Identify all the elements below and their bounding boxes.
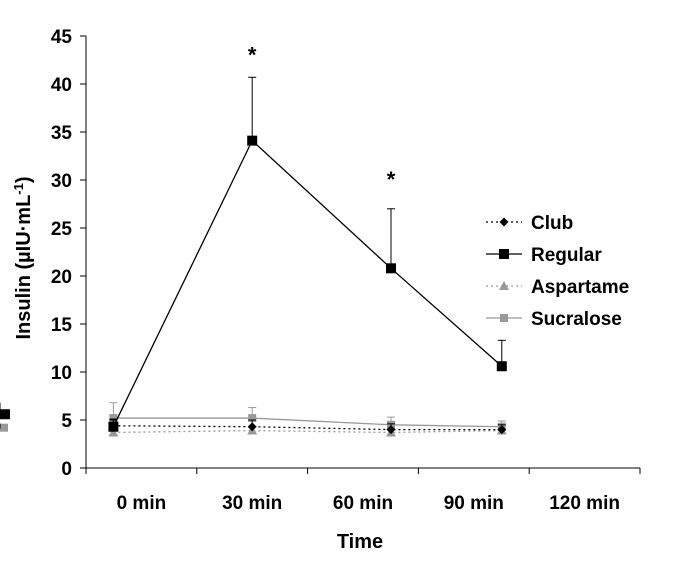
y-tick-label: 10 [51,363,72,384]
data-point [247,135,258,146]
series-layer: ** [0,42,507,437]
data-point [497,425,507,435]
legend-marker [499,249,509,259]
data-point [108,427,119,437]
y-axis-label-main: Insulin (µIU·mL [13,195,35,340]
legend: Club Regular Aspartame Sucralose [486,213,629,330]
series-line-regular [112,139,503,428]
y-tick-label: 35 [51,123,73,144]
data-point [247,422,257,432]
legend-marker [500,314,508,322]
y-tick-label: 0 [61,459,72,480]
x-tick-label: 90 min [444,493,504,514]
y-tick-label: 40 [51,75,72,96]
legend-marker [499,281,509,290]
series-line-aspartame [113,429,502,434]
legend-label: Club [531,213,573,234]
significance-marker: * [248,42,257,67]
legend-label: Aspartame [531,277,629,298]
legend-marker [499,217,509,227]
y-axis-label: Insulin (µIU·mL-1) [11,176,36,339]
legend-item-club: Club [486,213,573,234]
x-tick-label: 120 min [549,493,620,514]
x-tick-label: 0 min [117,493,167,514]
x-axis-label: Time [337,531,383,553]
data-point [496,361,507,372]
y-tick-label: 30 [51,171,72,192]
data-point [248,414,257,423]
y-tick-label: 45 [51,27,73,48]
y-tick-label: 5 [61,411,72,432]
data-point [386,263,396,274]
series-regular [0,76,507,432]
y-axis-label-close: ) [13,176,35,183]
legend-label: Sucralose [531,309,622,330]
legend-item-regular: Regular [486,245,602,266]
x-tick-label: 30 min [222,493,282,514]
data-point [109,414,118,423]
legend-item-sucralose: Sucralose [486,309,622,330]
axes: 0 5 10 15 20 25 30 35 40 45 0 min 30 min 60 min 90 mi… [51,27,641,514]
x-tick-label: 60 min [333,493,393,514]
y-axis-label-sup: -1 [11,183,26,195]
y-tick-label: 15 [51,315,73,336]
data-point [386,425,396,435]
series-line-sucralose [113,417,502,428]
legend-label: Regular [531,245,602,266]
legend-item-aspartame: Aspartame [486,277,629,298]
significance-marker: * [387,167,396,192]
data-point [108,421,119,432]
y-tick-label: 25 [51,219,73,240]
data-point [0,423,8,432]
y-tick-label: 20 [51,267,72,288]
data-point [0,409,10,420]
